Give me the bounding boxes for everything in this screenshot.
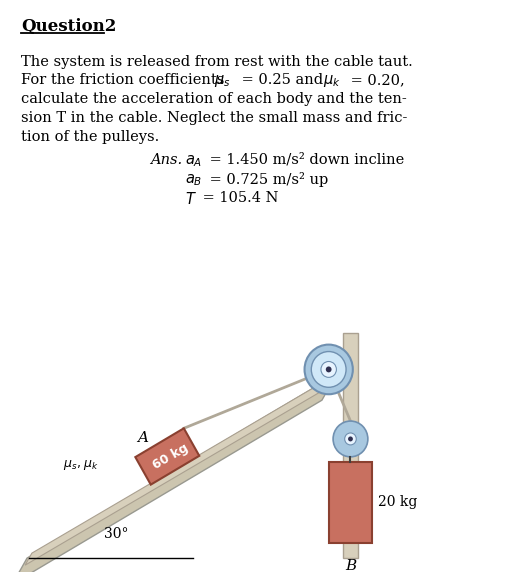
Circle shape <box>305 344 353 394</box>
Polygon shape <box>25 374 336 565</box>
Circle shape <box>345 433 356 445</box>
Text: calculate the acceleration of each body and the ten-: calculate the acceleration of each body … <box>21 92 407 107</box>
Polygon shape <box>135 429 199 484</box>
Text: For the friction coefficients: For the friction coefficients <box>21 74 229 88</box>
Text: Question2: Question2 <box>21 18 117 35</box>
Circle shape <box>311 351 346 387</box>
Text: $a_B$: $a_B$ <box>185 172 203 188</box>
Text: 20 kg: 20 kg <box>378 495 417 510</box>
Circle shape <box>326 366 332 373</box>
Text: = 1.450 m/s² down incline: = 1.450 m/s² down incline <box>205 153 404 167</box>
Text: The system is released from rest with the cable taut.: The system is released from rest with th… <box>21 55 413 69</box>
Circle shape <box>321 362 336 377</box>
Text: $\mu_k$: $\mu_k$ <box>323 74 341 89</box>
Circle shape <box>333 421 368 457</box>
Circle shape <box>348 437 353 441</box>
Text: $T$: $T$ <box>185 191 197 207</box>
Polygon shape <box>13 374 336 576</box>
Text: B: B <box>345 559 356 573</box>
Text: 60 kg: 60 kg <box>150 441 190 472</box>
Text: $\mu_s$, $\mu_k$: $\mu_s$, $\mu_k$ <box>63 458 99 472</box>
Text: sion T in the cable. Neglect the small mass and fric-: sion T in the cable. Neglect the small m… <box>21 111 408 125</box>
Text: = 105.4 N: = 105.4 N <box>198 191 278 204</box>
Text: = 0.25 and: = 0.25 and <box>236 74 327 88</box>
Text: Ans.: Ans. <box>149 153 186 167</box>
Text: = 0.20,: = 0.20, <box>345 74 405 88</box>
Text: $a_A$: $a_A$ <box>185 153 203 169</box>
Polygon shape <box>343 333 358 558</box>
Text: = 0.725 m/s² up: = 0.725 m/s² up <box>205 172 328 187</box>
Text: A: A <box>137 431 148 445</box>
Text: tion of the pulleys.: tion of the pulleys. <box>21 130 160 144</box>
Text: $\mu_s$: $\mu_s$ <box>214 74 231 89</box>
Bar <box>329 462 372 543</box>
Text: 30°: 30° <box>104 527 129 541</box>
